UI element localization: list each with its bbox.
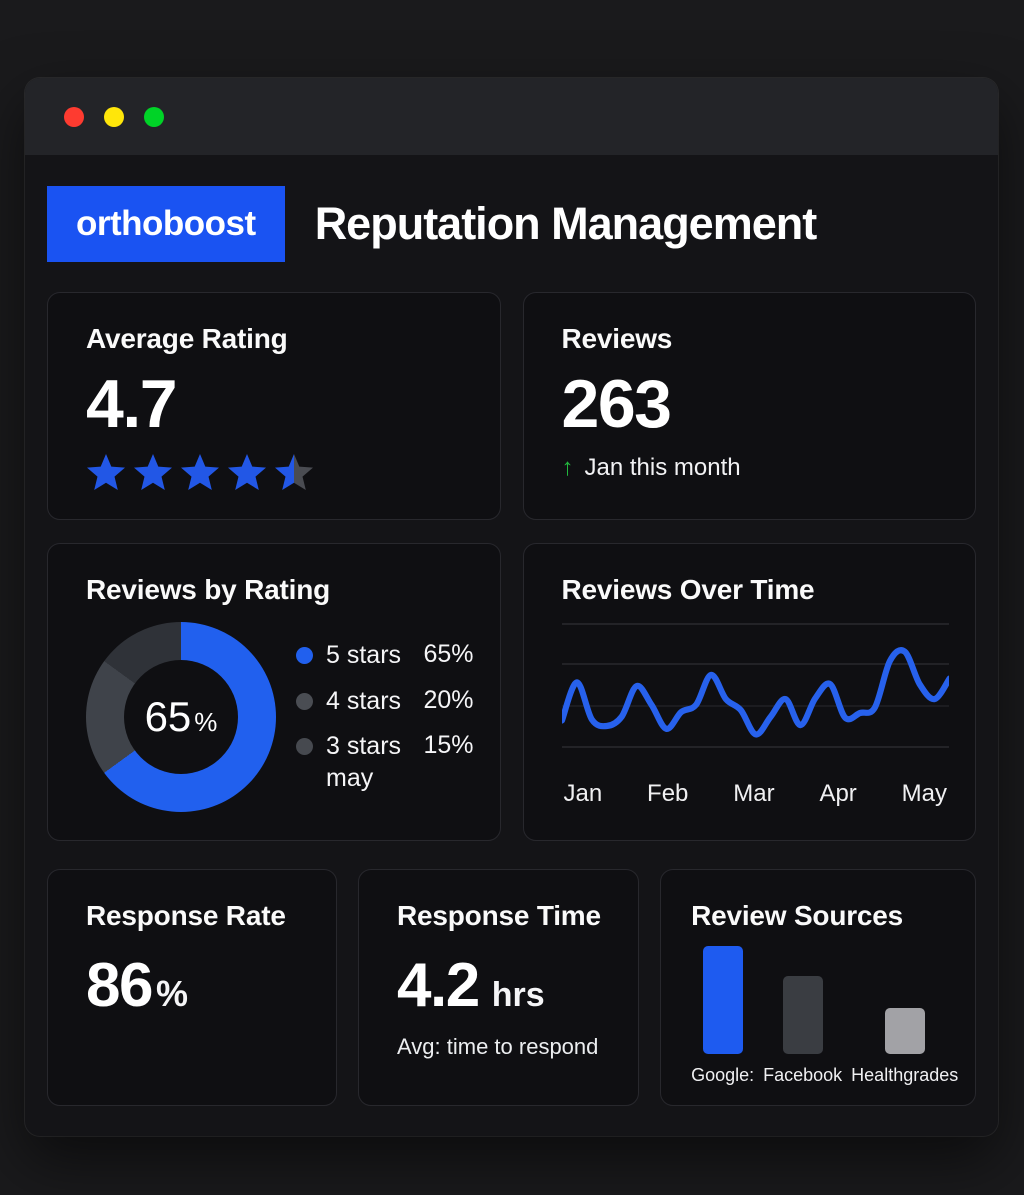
line-chart <box>561 620 949 752</box>
star-rating <box>86 453 474 491</box>
reviews-trend: ↑ Jan this month <box>562 454 950 482</box>
card-reviews: Reviews 263 ↑ Jan this month <box>522 292 976 520</box>
star-full-icon <box>181 454 219 491</box>
legend-value: 20% <box>423 685 474 714</box>
bar-column: Healthgrades <box>851 944 958 1086</box>
window-titlebar <box>25 78 998 155</box>
bar-label: Facebook <box>763 1065 843 1085</box>
stats-row-bottom: Response Rate 86 % Response Time 4.2 hrs… <box>47 869 976 1106</box>
x-axis-label: Apr <box>819 780 857 807</box>
legend-dot-icon <box>296 738 313 755</box>
bar <box>702 946 743 1054</box>
card-title-average-rating: Average Rating <box>86 323 288 354</box>
x-axis-label: Mar <box>733 780 775 807</box>
card-title-response-rate: Response Rate <box>86 900 286 931</box>
card-title-reviews: Reviews <box>561 323 673 354</box>
line-chart-svg <box>561 623 949 748</box>
star-full-icon <box>134 454 172 491</box>
card-average-rating: Average Rating 4.7 <box>47 292 501 520</box>
donut-percent-value: 65 <box>144 693 192 740</box>
page-title: Reputation Management <box>314 198 818 249</box>
response-time-unit: hrs <box>491 976 545 1014</box>
app-window: orthoboost Reputation Management Average… <box>25 78 998 1136</box>
legend-label: 3 stars may <box>326 731 410 794</box>
charts-row-middle: Reviews by Rating 65 % 5 stars 65% 4 stars… <box>47 543 976 841</box>
card-review-sources: Review Sources Google: Facebook Healthgrad… <box>660 869 976 1106</box>
card-title-response-time: Response Time <box>397 900 601 931</box>
dashboard-content: orthoboost Reputation Management Average… <box>25 155 998 1106</box>
rating-legend: 5 stars 65% 4 stars 20% 3 stars may 15% <box>296 640 474 794</box>
brand-logo: orthoboost <box>47 186 285 262</box>
window-close-button[interactable] <box>64 106 84 127</box>
line-series <box>561 647 949 738</box>
card-title-reviews-over-time: Reviews Over Time <box>561 574 815 605</box>
bar-label: Healthgrades <box>851 1065 959 1085</box>
x-axis-labels: Jan Feb Mar Apr May <box>562 780 950 808</box>
x-axis-label: May <box>901 780 947 807</box>
star-half-icon <box>275 454 313 491</box>
donut-chart-wrap: 65 % 5 stars 65% 4 stars 20% 3 stars may 15% <box>86 622 474 812</box>
legend-item: 5 stars 65% <box>296 640 474 672</box>
card-title-review-sources: Review Sources <box>691 900 904 931</box>
response-rate-value: 86 <box>86 951 153 1020</box>
legend-dot-icon <box>296 647 313 664</box>
card-reviews-by-rating: Reviews by Rating 65 % 5 stars 65% 4 stars… <box>47 543 501 841</box>
donut-percent-sign: % <box>194 707 218 737</box>
up-arrow-icon: ↑ <box>561 454 574 482</box>
response-rate-unit: % <box>155 973 188 1014</box>
card-title-reviews-by-rating: Reviews by Rating <box>86 574 331 605</box>
donut-chart: 65 % <box>86 622 276 812</box>
star-full-icon <box>228 454 266 491</box>
response-time-value: 4.2 <box>397 951 480 1020</box>
response-rate-metric: 86 % <box>86 950 310 1021</box>
card-reviews-over-time: Reviews Over Time Jan Feb Mar Apr May <box>522 543 976 841</box>
response-time-metric: 4.2 hrs <box>397 950 612 1021</box>
x-axis-label: Feb <box>647 780 689 807</box>
bar <box>782 976 823 1054</box>
bar-chart: Google: Facebook Healthgrades <box>691 944 958 1086</box>
average-rating-value: 4.7 <box>86 366 178 442</box>
bar-column: Facebook <box>763 944 842 1086</box>
card-response-time: Response Time 4.2 hrs Avg: time to respo… <box>358 869 640 1106</box>
legend-item: 4 stars 20% <box>296 686 474 718</box>
legend-label: 5 stars <box>326 641 402 669</box>
dashboard-header: orthoboost Reputation Management <box>47 186 976 262</box>
trend-label: Jan this month <box>584 454 741 482</box>
legend-value: 15% <box>423 731 474 759</box>
reviews-count-value: 263 <box>561 366 672 442</box>
legend-item: 3 stars may 15% <box>296 731 474 794</box>
stats-row-top: Average Rating 4.7 Reviews 263 ↑ Jan thi… <box>47 292 976 520</box>
legend-label: 4 stars <box>326 686 402 715</box>
window-zoom-button[interactable] <box>144 106 164 127</box>
window-minimize-button[interactable] <box>104 106 124 127</box>
donut-center-text: 65 % <box>145 693 218 741</box>
x-axis-label: Jan <box>563 780 603 807</box>
response-time-subtitle: Avg: time to respond <box>397 1034 599 1059</box>
legend-sublabel: may <box>326 763 374 792</box>
legend-value: 65% <box>423 640 474 668</box>
bar <box>884 1008 925 1054</box>
legend-dot-icon <box>296 692 313 710</box>
star-full-icon <box>87 454 125 491</box>
bar-column: Google: <box>691 944 754 1086</box>
donut-center-label: 65 % <box>86 622 276 812</box>
card-response-rate: Response Rate 86 % <box>47 869 338 1106</box>
bar-label: Google: <box>691 1065 755 1085</box>
